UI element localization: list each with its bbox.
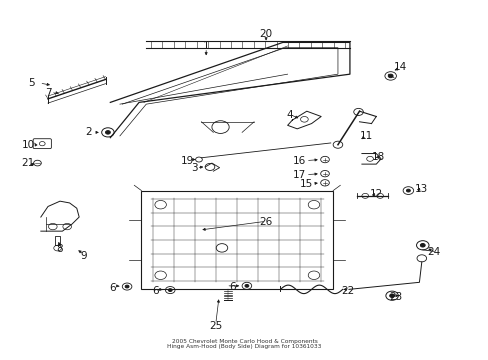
Text: 3: 3: [190, 163, 197, 173]
Circle shape: [420, 243, 424, 247]
Text: 23: 23: [388, 292, 401, 302]
Circle shape: [168, 289, 172, 292]
Text: 9: 9: [81, 251, 87, 261]
Text: 7: 7: [44, 87, 51, 98]
Circle shape: [105, 131, 110, 134]
Text: 25: 25: [209, 321, 222, 332]
Text: 1: 1: [203, 41, 209, 51]
Text: 2005 Chevrolet Monte Carlo Hood & Components
Hinge Asm-Hood (Body Side) Diagram : 2005 Chevrolet Monte Carlo Hood & Compon…: [167, 338, 321, 349]
Text: 19: 19: [180, 156, 193, 166]
Circle shape: [244, 284, 248, 287]
Text: 18: 18: [371, 152, 385, 162]
Text: 13: 13: [414, 184, 427, 194]
Text: 6: 6: [152, 286, 159, 296]
Text: 2: 2: [85, 127, 92, 138]
Bar: [141, 190, 332, 289]
Text: 20: 20: [259, 28, 272, 39]
Text: 11: 11: [359, 131, 372, 141]
Text: 16: 16: [292, 156, 305, 166]
Text: 17: 17: [292, 170, 305, 180]
Text: 5: 5: [28, 78, 35, 88]
Text: 4: 4: [286, 110, 293, 120]
Circle shape: [387, 74, 392, 78]
Text: 6: 6: [109, 283, 116, 293]
Text: 14: 14: [393, 62, 406, 72]
Text: 6: 6: [229, 282, 235, 292]
Circle shape: [389, 294, 394, 297]
Circle shape: [406, 189, 409, 192]
Text: 21: 21: [21, 158, 35, 168]
Text: 12: 12: [369, 189, 382, 199]
Text: 26: 26: [259, 217, 272, 227]
Text: 15: 15: [300, 179, 313, 189]
Circle shape: [125, 285, 129, 288]
Text: 24: 24: [427, 247, 440, 257]
Text: 8: 8: [57, 244, 63, 254]
Text: 22: 22: [340, 286, 353, 296]
Text: 10: 10: [21, 140, 34, 150]
